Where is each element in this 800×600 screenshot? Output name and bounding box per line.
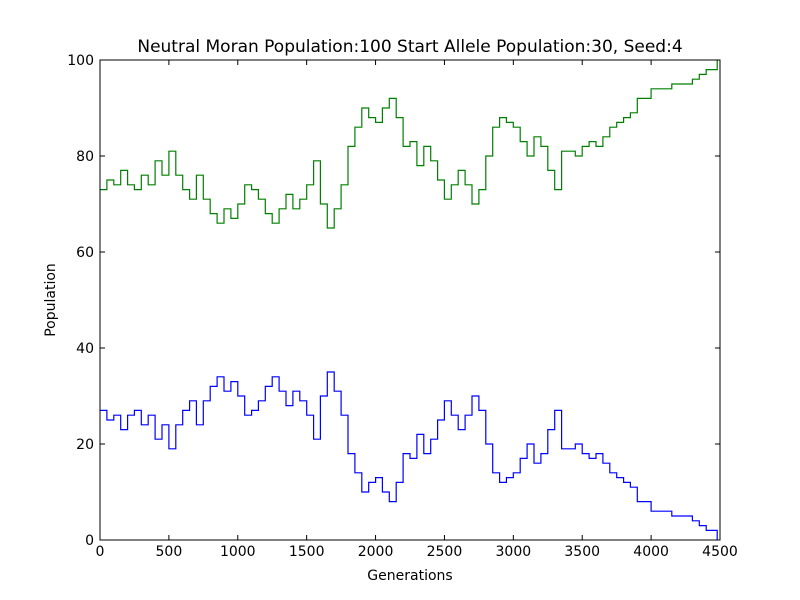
chart-title: Neutral Moran Population:100 Start Allel…: [137, 37, 682, 57]
y-axis-label: Population: [43, 263, 59, 337]
x-tick-label: 0: [96, 544, 105, 560]
y-tick-label: 20: [76, 437, 94, 453]
y-tick-label: 0: [85, 533, 94, 549]
series-line-2: [100, 60, 718, 229]
x-tick-label: 1000: [220, 544, 256, 560]
x-tick-label: 1500: [289, 544, 325, 560]
x-tick-label: 4000: [633, 544, 669, 560]
y-tick-label: 40: [76, 341, 94, 357]
series-layer: [100, 60, 718, 540]
y-tick-label: 80: [76, 149, 94, 165]
series-line-1: [100, 371, 718, 540]
x-tick-label: 4500: [702, 544, 738, 560]
y-tick-label: 60: [76, 245, 94, 261]
x-axis-label: Generations: [367, 568, 452, 584]
x-tick-label: 500: [156, 544, 183, 560]
x-tick-label: 2500: [427, 544, 463, 560]
tick-layer: 0 500 1000 1500 2000 2500 3000 3500 4000 4500 0 20 4…: [67, 53, 738, 560]
x-tick-label: 2000: [358, 544, 394, 560]
y-tick-label: 100: [67, 53, 94, 69]
x-tick-label: 3000: [496, 544, 532, 560]
x-tick-label: 3500: [564, 544, 600, 560]
plot-frame: [99, 59, 721, 541]
